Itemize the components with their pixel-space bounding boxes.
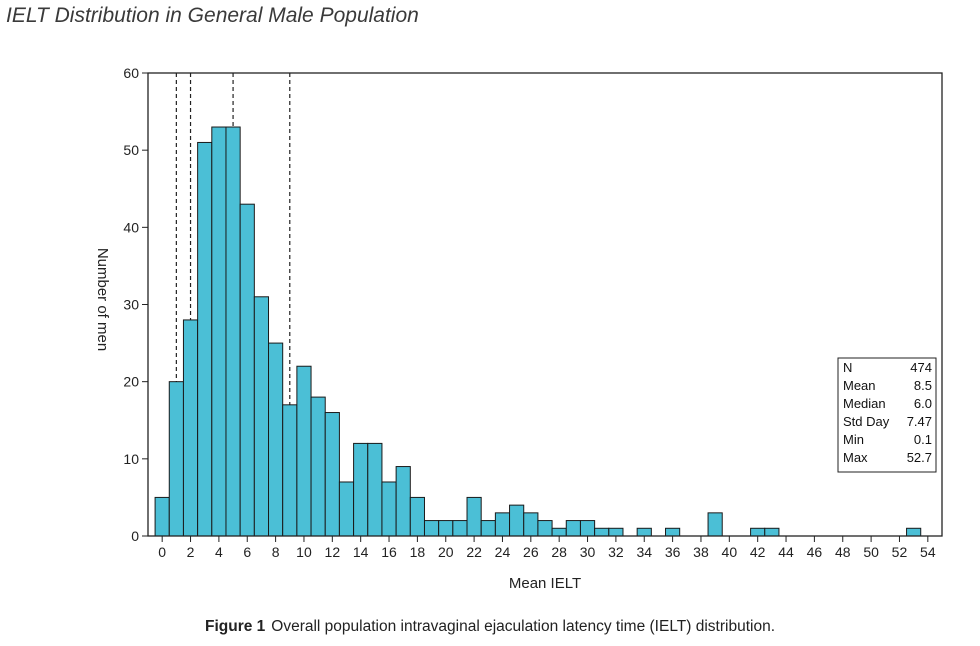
- x-tick-label: 48: [835, 544, 851, 560]
- histogram-bar: [438, 520, 454, 537]
- y-axis-ticks: 0 10 20 30 40 50 60: [123, 65, 148, 544]
- y-tick-label: 30: [123, 297, 139, 313]
- x-tick-label: 28: [551, 544, 567, 560]
- x-tick-label: 42: [750, 544, 766, 560]
- histogram-bar: [423, 520, 440, 537]
- stats-value: 7.47: [907, 414, 932, 429]
- x-axis-ticks: 0 2 4 6 8 10 12 14 16 18 20 22 24 26 28 30 32 34 36 38 40 42 4…: [158, 536, 936, 560]
- stats-value: 474: [910, 360, 932, 375]
- stats-box: N 474 Mean 8.5 Median 6.0 Std Day 7.47 Min 0.1 Max…: [837, 357, 937, 473]
- figure-caption-label: Figure 1: [204, 618, 266, 635]
- y-tick-label: 40: [123, 219, 139, 235]
- stats-label: Mean: [843, 378, 876, 393]
- histogram-bar: [665, 527, 681, 537]
- page-title: IELT Distribution in General Male Popula…: [6, 4, 419, 27]
- stats-label: Max: [843, 450, 868, 465]
- x-tick-label: 18: [410, 544, 426, 560]
- histogram-bar: [367, 442, 383, 537]
- y-tick-label: 10: [123, 451, 139, 467]
- stats-box-frame: [837, 357, 937, 473]
- x-tick-label: 14: [353, 544, 369, 560]
- histogram-bar: [310, 396, 326, 537]
- x-tick-label: 26: [523, 544, 539, 560]
- x-tick-label: 52: [892, 544, 908, 560]
- histogram-bar: [750, 527, 766, 537]
- x-tick-label: 40: [722, 544, 738, 560]
- histogram-bar: [253, 296, 270, 537]
- histogram-bar: [197, 141, 213, 537]
- x-tick-label: 10: [296, 544, 312, 560]
- histogram-bar: [707, 512, 723, 537]
- histogram-bar: [409, 496, 425, 537]
- x-axis-label: Mean IELT: [509, 575, 581, 592]
- x-tick-label: 38: [693, 544, 709, 560]
- histogram-bar: [551, 527, 567, 537]
- y-axis-label: Number of men: [94, 248, 111, 351]
- figure-caption: Figure 1 Overall population intravaginal …: [0, 618, 980, 636]
- histogram-bar: [211, 126, 227, 537]
- histogram-bar: [395, 466, 411, 537]
- histogram-bar: [225, 126, 241, 537]
- x-tick-label: 54: [920, 544, 936, 560]
- histogram-bar: [452, 520, 468, 537]
- x-tick-label: 24: [495, 544, 511, 560]
- x-tick-label: 44: [778, 544, 794, 560]
- x-tick-label: 36: [665, 544, 681, 560]
- stats-label: N: [843, 360, 852, 375]
- histogram-bar: [494, 512, 511, 537]
- y-tick-label: 60: [123, 65, 139, 81]
- x-tick-label: 0: [158, 544, 166, 560]
- stats-value: 6.0: [914, 396, 932, 411]
- y-tick-label: 0: [131, 528, 139, 544]
- x-tick-label: 22: [466, 544, 482, 560]
- x-tick-label: 4: [215, 544, 223, 560]
- histogram-bar: [239, 203, 255, 537]
- histogram-bars: [154, 126, 922, 537]
- x-tick-label: 12: [325, 544, 341, 560]
- histogram-bar: [182, 319, 199, 537]
- stats-label: Min: [843, 432, 864, 447]
- histogram-bar: [480, 520, 496, 537]
- histogram-bar: [381, 481, 397, 537]
- stats-label: Median: [843, 396, 886, 411]
- histogram-chart: 0 2 4 6 8 10 12 14 16 18 20 22 24 26 28 30 32 34 36 38 40 42 4…: [94, 65, 943, 592]
- histogram-bar: [636, 527, 652, 537]
- stats-label: Std Day: [843, 414, 890, 429]
- figure-caption-text: Overall population intravaginal ejaculat…: [271, 618, 776, 635]
- x-tick-label: 30: [580, 544, 596, 560]
- histogram-bar: [353, 442, 369, 537]
- x-tick-label: 50: [863, 544, 879, 560]
- histogram-bar: [594, 527, 610, 537]
- x-tick-label: 32: [608, 544, 624, 560]
- histogram-bar: [906, 527, 922, 537]
- stats-value: 8.5: [914, 378, 932, 393]
- histogram-bar: [296, 365, 312, 537]
- y-tick-label: 20: [123, 374, 139, 390]
- histogram-bar: [268, 342, 284, 537]
- x-tick-label: 46: [807, 544, 823, 560]
- y-tick-label: 50: [123, 142, 139, 158]
- x-tick-label: 6: [243, 544, 251, 560]
- stats-value: 0.1: [914, 432, 932, 447]
- x-tick-label: 2: [187, 544, 195, 560]
- histogram-bar: [168, 381, 184, 537]
- x-tick-label: 20: [438, 544, 454, 560]
- histogram-bar: [579, 520, 596, 537]
- x-tick-label: 16: [381, 544, 397, 560]
- histogram-bar: [565, 520, 581, 537]
- x-tick-label: 8: [272, 544, 280, 560]
- stats-value: 52.7: [907, 450, 932, 465]
- histogram-bar: [154, 496, 170, 537]
- histogram-bar: [764, 527, 780, 537]
- x-tick-label: 34: [636, 544, 652, 560]
- histogram-bar: [324, 412, 340, 537]
- histogram-bar: [338, 481, 355, 537]
- histogram-bar: [608, 527, 624, 537]
- histogram-bar: [523, 512, 539, 537]
- histogram-bar: [282, 404, 298, 537]
- histogram-bar: [466, 496, 482, 537]
- histogram-bar: [509, 504, 525, 537]
- histogram-bar: [537, 520, 553, 537]
